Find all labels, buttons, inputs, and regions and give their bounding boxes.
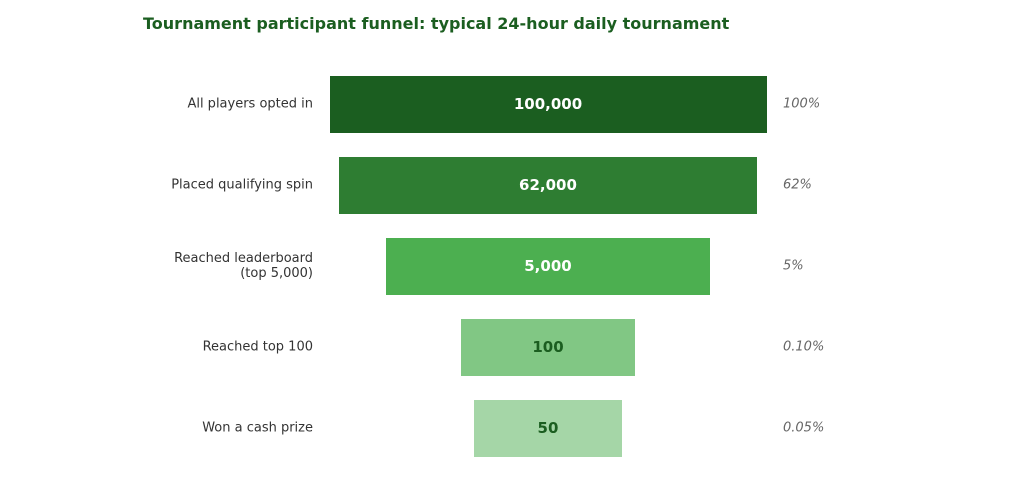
- value-label: 5,000: [524, 257, 572, 275]
- value-label: 50: [537, 419, 559, 437]
- category-label: Reached leaderboard (top 5,000): [174, 251, 313, 281]
- value-label: 100,000: [513, 95, 583, 113]
- category-label: Placed qualifying spin: [171, 177, 313, 193]
- percent-label: 100%: [783, 96, 821, 112]
- funnel-bar: 100,000: [329, 75, 767, 133]
- chart-title: Tournament participant funnel: typical 2…: [143, 14, 730, 33]
- funnel-bar: 50: [473, 399, 623, 457]
- funnel-bar: 5,000: [386, 237, 710, 295]
- percent-label: 0.10%: [783, 339, 825, 355]
- value-label: 62,000: [519, 176, 577, 194]
- value-label: 100: [532, 338, 564, 356]
- category-label: All players opted in: [187, 96, 313, 112]
- percent-label: 0.05%: [783, 420, 825, 436]
- percent-label: 5%: [783, 258, 804, 274]
- funnel-bar: 100: [460, 318, 636, 376]
- funnel-bar: 62,000: [338, 156, 758, 214]
- percent-label: 62%: [783, 177, 812, 193]
- category-label: Won a cash prize: [202, 420, 313, 436]
- category-label: Reached top 100: [202, 339, 313, 355]
